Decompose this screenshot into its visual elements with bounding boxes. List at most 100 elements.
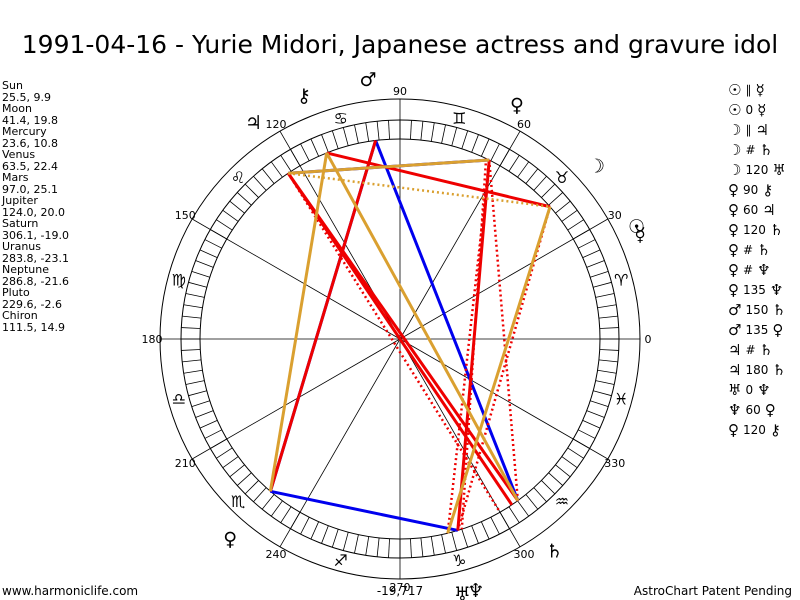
degree-label: 120 <box>266 118 287 131</box>
degree-tick <box>525 494 539 510</box>
degree-tick <box>354 534 359 554</box>
degree-tick <box>490 143 500 161</box>
zodiac-capricorn-icon: ♑ <box>452 551 466 570</box>
planet-name: Venus <box>2 148 36 161</box>
degree-tick <box>236 192 252 206</box>
aspect-symbol: 150 <box>745 303 769 317</box>
aspect-symbol: 120 <box>743 223 766 237</box>
chart-title: 1991-04-16 - Yurie Midori, Japanese actr… <box>21 30 779 59</box>
degree-tick <box>300 517 310 535</box>
degree-tick <box>451 127 458 146</box>
aspect-planet-1: ☽ <box>728 141 742 159</box>
aspect-planet-1: ♃ <box>728 361 742 379</box>
degree-label: 330 <box>604 457 625 470</box>
degree-tick <box>181 349 201 351</box>
aspect-symbol: 90 <box>743 183 759 197</box>
aspect-planet-1: ♂ <box>728 301 742 319</box>
degree-tick <box>598 359 618 363</box>
footer-website[interactable]: www.harmoniclife.com <box>2 584 139 598</box>
sector-spoke <box>279 338 401 548</box>
aspect-planet-2: ♅ <box>772 161 786 179</box>
degree-tick <box>555 464 571 478</box>
degree-tick <box>229 200 245 214</box>
zodiac-aries-icon: ♈ <box>614 271 628 290</box>
degree-tick <box>480 521 490 540</box>
aspect-symbol: # <box>743 263 754 277</box>
aspect-row: ♆ 60 ♀ <box>728 400 798 420</box>
aspect-planet-1: ♂ <box>728 321 742 339</box>
degree-tick <box>420 537 424 557</box>
degree-tick <box>216 447 233 459</box>
degree-label: 150 <box>175 209 196 222</box>
aspect-line <box>268 140 378 492</box>
degree-tick <box>376 121 380 141</box>
degree-label: 90 <box>393 85 407 98</box>
degree-tick <box>582 249 601 259</box>
zodiac-aquarius-icon: ♒ <box>555 492 569 511</box>
aspect-symbol: # <box>745 343 756 357</box>
degree-tick <box>185 380 205 385</box>
aspect-symbol: 60 <box>745 403 761 417</box>
degree-tick <box>533 175 547 191</box>
zodiac-libra-icon: ♎ <box>172 389 186 408</box>
zodiac-pisces-icon: ♓ <box>614 389 628 408</box>
aspect-row: ♃ 180 ♄ <box>728 360 798 380</box>
degree-tick <box>410 120 412 140</box>
aspect-planet-1: ♀ <box>728 181 739 199</box>
aspect-planet-1: ☽ <box>728 161 742 179</box>
degree-tick <box>533 487 547 503</box>
sector-spoke <box>191 218 401 340</box>
aspect-row: ♀ # ♄ <box>728 240 798 260</box>
degree-tick <box>480 138 490 157</box>
aspect-planet-2: ♄ <box>769 221 784 239</box>
degree-tick <box>555 200 571 214</box>
degree-tick <box>261 494 275 510</box>
degree-tick <box>261 168 275 184</box>
zodiac-scorpio-icon: ♏ <box>231 492 245 511</box>
degree-tick <box>188 390 207 397</box>
aspect-planet-2: ♄ <box>759 341 773 359</box>
mars-icon: ♂ <box>360 69 377 91</box>
planet-name: Moon <box>2 102 32 115</box>
aspect-line <box>446 206 552 534</box>
planet-name: Saturn <box>2 217 39 230</box>
degree-tick <box>590 270 609 278</box>
degree-tick <box>204 429 222 439</box>
degree-tick <box>578 429 596 439</box>
degree-tick <box>331 130 339 149</box>
degree-tick <box>222 456 239 469</box>
planet-values: 41.4, 19.8 <box>2 113 58 127</box>
aspect-symbol: # <box>745 143 756 157</box>
footer-patent-note: AstroChart Patent Pending <box>633 584 792 598</box>
zodiac-gemini-icon: ♊ <box>452 109 466 128</box>
degree-tick <box>183 369 203 374</box>
degree-label: 0 <box>645 333 652 346</box>
aspect-planet-2: ♄ <box>772 301 786 319</box>
degree-tick <box>342 127 349 146</box>
degree-tick <box>300 143 310 161</box>
degree-tick <box>471 525 479 544</box>
degree-tick <box>599 349 619 351</box>
planet-name: Sun <box>2 79 23 92</box>
degree-tick <box>182 315 202 319</box>
aspect-line <box>288 171 551 208</box>
planet-values: 306.1, -19.0 <box>2 228 69 242</box>
degree-ticks <box>181 120 619 558</box>
aspect-planet-1: ☽ <box>728 121 742 139</box>
sector-spoke <box>399 218 609 340</box>
degree-label: 270 <box>390 581 411 594</box>
aspect-planet-2: ☿ <box>757 101 767 119</box>
degree-tick <box>244 183 259 198</box>
planet-name: Jupiter <box>2 194 38 207</box>
degree-tick <box>517 500 530 517</box>
aspect-row: ☽ # ♄ <box>728 140 798 160</box>
planet-values: 283.8, -23.1 <box>2 251 69 265</box>
aspect-symbol: 120 <box>745 163 769 177</box>
planet-values: 229.6, -2.6 <box>2 297 62 311</box>
aspect-row: ♀ # ♆ <box>728 260 798 280</box>
venus-icon: ♀ <box>510 95 524 117</box>
degree-tick <box>280 506 292 523</box>
aspect-line <box>487 159 520 501</box>
aspect-planet-1: ♆ <box>728 401 742 419</box>
degree-tick <box>508 155 520 172</box>
